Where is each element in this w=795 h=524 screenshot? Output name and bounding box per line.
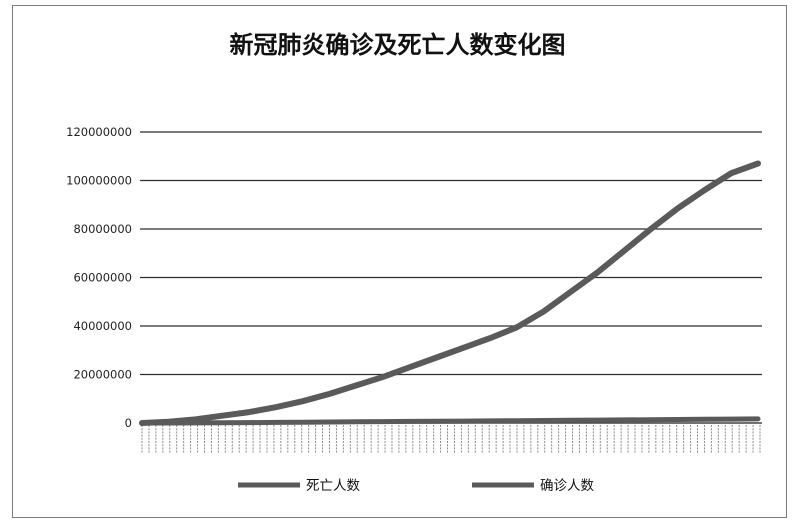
chart-title: 新冠肺炎确诊及死亡人数变化图	[229, 31, 566, 59]
y-tick-label: 100000000	[66, 174, 132, 188]
legend-label: 死亡人数	[306, 478, 360, 494]
y-tick-label: 0	[125, 416, 132, 430]
chart-frame	[12, 5, 787, 518]
y-tick-label: 60000000	[73, 271, 132, 285]
y-tick-label: 20000000	[73, 368, 132, 382]
y-tick-label: 80000000	[73, 222, 132, 236]
legend-label: 确诊人数	[540, 478, 594, 494]
series-line-confirmed	[139, 160, 761, 426]
y-tick-label: 40000000	[73, 319, 132, 333]
series-line-death	[139, 416, 761, 426]
y-tick-label: 120000000	[66, 125, 132, 139]
